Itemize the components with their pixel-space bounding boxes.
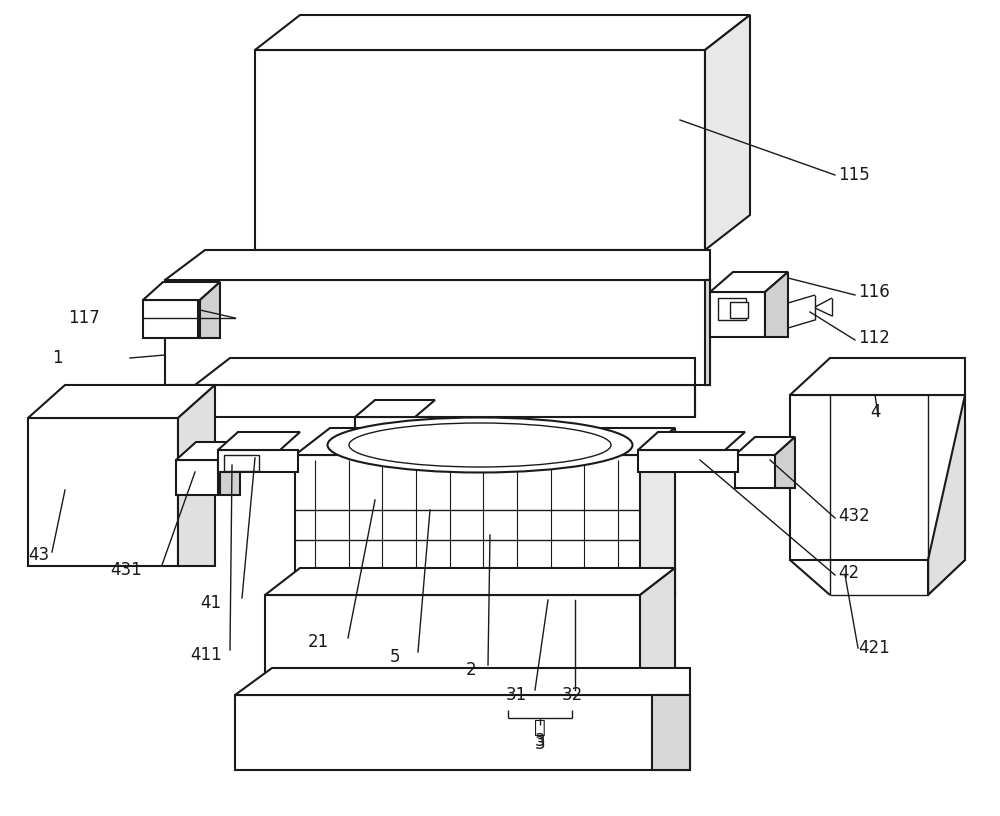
Text: 32: 32 <box>562 686 583 704</box>
Text: 431: 431 <box>110 561 142 579</box>
Bar <box>218 450 298 472</box>
Polygon shape <box>640 428 675 595</box>
Bar <box>265 595 675 695</box>
Polygon shape <box>355 400 435 417</box>
Bar <box>235 695 690 770</box>
Polygon shape <box>775 437 795 488</box>
Polygon shape <box>28 385 215 418</box>
Bar <box>355 417 435 447</box>
Text: 43: 43 <box>28 546 49 564</box>
Polygon shape <box>705 280 710 385</box>
Polygon shape <box>652 695 690 770</box>
Polygon shape <box>638 432 745 450</box>
Polygon shape <box>705 15 750 250</box>
Text: 5: 5 <box>390 648 400 666</box>
Polygon shape <box>765 272 788 337</box>
Text: 112: 112 <box>858 329 890 347</box>
Polygon shape <box>200 282 220 338</box>
Bar <box>195 385 695 417</box>
Text: 117: 117 <box>68 309 100 327</box>
Polygon shape <box>928 395 965 595</box>
Polygon shape <box>790 358 965 395</box>
Bar <box>165 280 710 385</box>
Polygon shape <box>710 272 788 292</box>
Text: 42: 42 <box>838 564 859 582</box>
Bar <box>730 302 748 318</box>
Polygon shape <box>735 437 795 455</box>
Polygon shape <box>165 250 710 280</box>
Text: 31: 31 <box>506 686 527 704</box>
Polygon shape <box>255 15 750 50</box>
Bar <box>176 460 218 495</box>
Bar <box>638 450 738 472</box>
Polygon shape <box>195 358 695 385</box>
Bar <box>28 418 178 566</box>
Text: 4: 4 <box>870 403 881 421</box>
Polygon shape <box>220 442 240 495</box>
Text: 3: 3 <box>535 735 545 753</box>
Polygon shape <box>176 442 240 460</box>
Polygon shape <box>178 385 215 566</box>
Text: 41: 41 <box>200 594 221 612</box>
Bar <box>735 455 793 488</box>
Polygon shape <box>235 668 690 695</box>
Text: 115: 115 <box>838 166 870 184</box>
Bar <box>718 298 746 320</box>
Polygon shape <box>218 432 300 450</box>
Bar <box>710 292 765 337</box>
Text: 411: 411 <box>190 646 222 664</box>
Polygon shape <box>265 568 675 595</box>
Polygon shape <box>640 568 675 695</box>
Text: 116: 116 <box>858 283 890 301</box>
Text: 3: 3 <box>535 732 545 750</box>
Text: ⎷: ⎷ <box>534 718 546 737</box>
Bar <box>143 300 198 338</box>
Text: 21: 21 <box>308 633 329 651</box>
Bar <box>255 50 705 250</box>
Text: 421: 421 <box>858 639 890 657</box>
Bar <box>295 455 675 595</box>
Ellipse shape <box>328 418 633 472</box>
Text: 2: 2 <box>466 661 477 679</box>
Bar <box>224 455 259 471</box>
Text: 1: 1 <box>52 349 63 367</box>
Bar <box>790 395 965 560</box>
Polygon shape <box>143 282 220 300</box>
Polygon shape <box>295 428 675 455</box>
Text: 432: 432 <box>838 507 870 525</box>
